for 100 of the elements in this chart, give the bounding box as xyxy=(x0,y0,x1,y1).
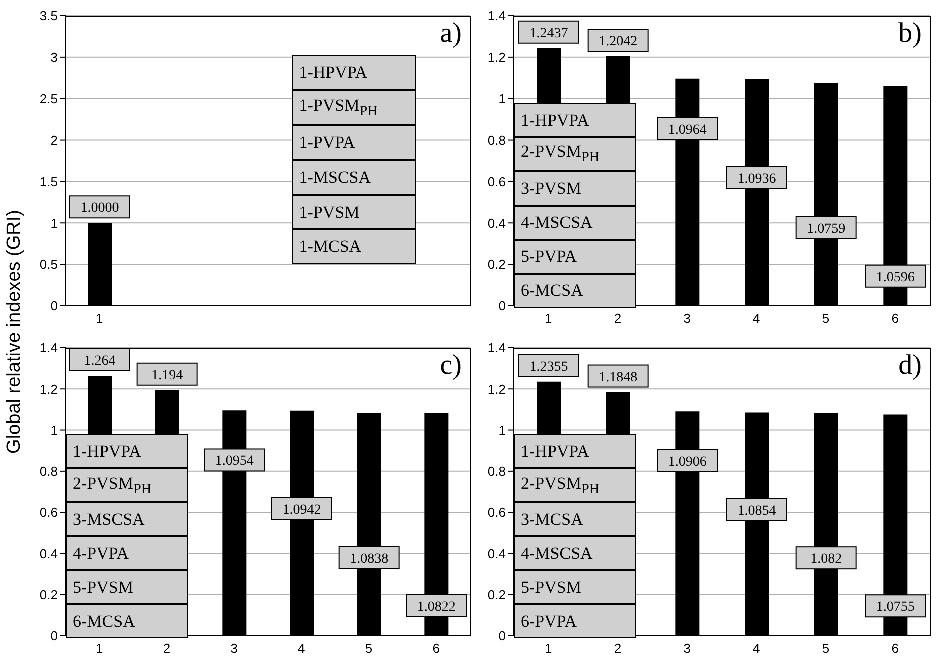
x-tick-label: 6 xyxy=(892,641,899,656)
annotation: 3-MCSA xyxy=(521,510,584,529)
y-tick-label: 1.2 xyxy=(488,50,506,66)
text-box: 1-HPVPA xyxy=(292,55,416,90)
chart-title: c) xyxy=(440,350,462,381)
data-label: 1.2437 xyxy=(530,26,568,42)
y-tick-label: 0 xyxy=(50,628,58,644)
annotation: 5-PVPA xyxy=(521,247,578,266)
data-label: 1.0759 xyxy=(807,222,846,237)
chart-title: b) xyxy=(898,18,922,49)
x-tick-label: 2 xyxy=(163,641,171,656)
x-tick-label: 5 xyxy=(822,311,830,326)
y-tick-label: 0.8 xyxy=(488,132,506,148)
text-box: 1-MSCSA xyxy=(292,160,416,195)
text-box: 1-HPVPA xyxy=(514,103,636,138)
data-label: 1.264 xyxy=(84,354,116,369)
y-tick-label: 1 xyxy=(50,422,58,438)
annotation: 1-PVSM xyxy=(299,202,360,222)
data-label: 1.0755 xyxy=(876,600,915,616)
y-tick-label: 0 xyxy=(498,298,506,314)
data-label: 1.082 xyxy=(810,552,842,568)
annotation: 6-MCSA xyxy=(73,612,136,631)
x-tick-label: 1 xyxy=(96,641,104,656)
y-tick-label: 0.2 xyxy=(488,587,506,602)
annotation: 1-HPVPA xyxy=(73,442,142,461)
annotation: 2-PVSM$_{PH}$ xyxy=(521,142,600,166)
y-tick-label: 0.4 xyxy=(40,546,58,562)
y-tick-label: 0.6 xyxy=(488,505,506,520)
chart-title: a) xyxy=(440,18,462,49)
y-tick-label: 0.6 xyxy=(488,174,506,190)
annotation: 2-PVSM$_{PH}$ xyxy=(521,474,600,497)
y-tick-label: 1.2 xyxy=(40,382,58,397)
annotation: 6-MCSA xyxy=(521,281,584,300)
x-tick-label: 1 xyxy=(96,311,104,326)
text-box: 6-MCSA xyxy=(66,604,188,638)
annotation: 1-MSCSA xyxy=(299,168,372,187)
y-tick-label: 1.4 xyxy=(488,340,506,356)
text-box: 5-PVSM xyxy=(66,570,188,604)
y-tick-label: 2 xyxy=(50,132,58,148)
x-tick-label: 3 xyxy=(684,311,691,326)
data-label: 1.194 xyxy=(152,368,184,384)
y-tick-label: 1.2 xyxy=(488,382,506,397)
y-tick-label: 3.5 xyxy=(40,8,58,24)
text-box: 2-PVSM$_{PH}$ xyxy=(514,137,636,172)
text-box: 1-HPVPA xyxy=(66,434,188,468)
y-tick-label: 1 xyxy=(50,216,58,231)
data-label: 1.0936 xyxy=(738,172,776,188)
annotation: 4-MSCSA xyxy=(521,544,593,563)
x-tick-label: 2 xyxy=(614,641,622,656)
data-label: 1.0954 xyxy=(215,454,254,470)
data-label: 1.2042 xyxy=(599,34,638,50)
annotation: 3-MSCSA xyxy=(73,510,145,529)
x-tick-label: 1 xyxy=(545,311,552,326)
text-box: 6-MCSA xyxy=(514,274,636,308)
data-label: 1.0964 xyxy=(668,122,707,138)
text-box: 1-PVSM$_{PH}$ xyxy=(292,90,416,126)
text-box: 3-MSCSA xyxy=(66,502,188,536)
annotation: 4-MSCSA xyxy=(521,213,593,232)
text-box: 4-MSCSA xyxy=(514,536,636,570)
y-tick-label: 0.4 xyxy=(488,546,506,562)
y-tick-label: 1 xyxy=(498,91,506,106)
y-tick-label: 1.5 xyxy=(40,174,58,190)
text-box: 2-PVSM$_{PH}$ xyxy=(514,468,636,502)
x-tick-label: 6 xyxy=(432,641,440,656)
text-box: 3-MCSA xyxy=(514,502,636,536)
y-tick-label: 1.4 xyxy=(488,8,506,24)
text-box: 6-PVPA xyxy=(514,604,636,638)
annotation: 5-PVSM xyxy=(521,578,582,597)
y-tick-label: 0.6 xyxy=(40,505,58,520)
annotation: 1-PVSM$_{PH}$ xyxy=(299,96,378,120)
data-label: 1.0822 xyxy=(417,600,456,615)
text-box: 4-MSCSA xyxy=(514,206,636,240)
y-tick-label: 0.2 xyxy=(488,257,506,272)
annotation: 6-PVPA xyxy=(521,612,578,631)
x-tick-label: 3 xyxy=(230,641,238,656)
text-box: 2-PVSM$_{PH}$ xyxy=(66,468,188,502)
text-box: 5-PVPA xyxy=(514,240,636,274)
x-tick-label: 2 xyxy=(614,311,622,326)
annotation: 1-HPVPA xyxy=(521,110,590,130)
y-tick-label: 2.5 xyxy=(40,91,58,106)
annotation: 1-MCSA xyxy=(299,237,362,256)
annotation: 1-HPVPA xyxy=(299,63,368,82)
text-box: 1-PVSM xyxy=(292,194,416,230)
x-tick-label: 4 xyxy=(753,641,760,656)
annotation: 1-PVPA xyxy=(299,132,356,152)
y-tick-label: 1 xyxy=(498,422,506,438)
text-box: 1-PVPA xyxy=(292,125,416,160)
x-tick-label: 4 xyxy=(753,311,760,326)
text-box: 4-PVPA xyxy=(66,536,188,570)
text-box: 1-HPVPA xyxy=(514,434,636,468)
data-label: 1.0942 xyxy=(282,502,322,518)
annotation: 4-PVPA xyxy=(73,544,130,563)
data-label: 1.1848 xyxy=(599,370,638,386)
y-tick-label: 0 xyxy=(50,298,58,314)
annotation: 5-PVSM xyxy=(73,578,134,597)
text-box: 5-PVSM xyxy=(514,570,636,604)
y-tick-label: 0.8 xyxy=(488,464,506,480)
data-label: 1.2355 xyxy=(530,360,568,375)
annotation: 3-PVSM xyxy=(521,178,582,198)
x-tick-label: 5 xyxy=(822,641,830,656)
